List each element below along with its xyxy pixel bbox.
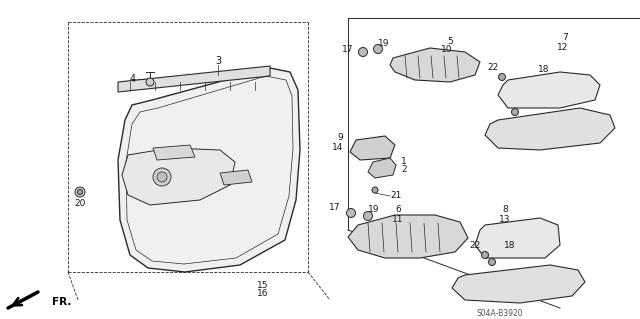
Text: 13: 13: [499, 216, 511, 225]
Polygon shape: [118, 66, 270, 92]
Text: 3: 3: [215, 56, 221, 66]
Text: 14: 14: [332, 143, 343, 152]
Text: 11: 11: [392, 216, 404, 225]
Circle shape: [372, 187, 378, 193]
Text: 20: 20: [74, 198, 86, 207]
Circle shape: [488, 258, 495, 265]
Polygon shape: [118, 68, 300, 272]
Text: 6: 6: [395, 205, 401, 214]
Polygon shape: [350, 136, 395, 160]
Text: 16: 16: [257, 288, 269, 298]
Circle shape: [358, 48, 367, 56]
Text: 12: 12: [557, 42, 569, 51]
Text: 15: 15: [257, 280, 269, 290]
Polygon shape: [220, 170, 252, 185]
Circle shape: [157, 172, 167, 182]
Circle shape: [481, 251, 488, 258]
Circle shape: [75, 187, 85, 197]
Circle shape: [374, 44, 383, 54]
Text: 17: 17: [328, 204, 340, 212]
Text: 22: 22: [488, 63, 499, 72]
Circle shape: [146, 78, 154, 86]
Text: 17: 17: [342, 44, 353, 54]
Circle shape: [77, 189, 83, 195]
Text: 19: 19: [368, 205, 380, 214]
Polygon shape: [485, 108, 615, 150]
Text: 18: 18: [538, 65, 550, 75]
Circle shape: [511, 108, 518, 115]
Polygon shape: [498, 72, 600, 108]
Text: 21: 21: [390, 191, 402, 201]
Text: 4: 4: [130, 74, 136, 84]
Text: 8: 8: [502, 205, 508, 214]
Circle shape: [364, 211, 372, 220]
Text: 5: 5: [447, 38, 453, 47]
Text: 1: 1: [401, 157, 407, 166]
Polygon shape: [452, 265, 585, 303]
Text: S04A-B3920: S04A-B3920: [477, 308, 524, 317]
Text: 22: 22: [469, 241, 481, 249]
Text: 18: 18: [504, 241, 516, 249]
Text: 7: 7: [562, 33, 568, 42]
Circle shape: [153, 168, 171, 186]
Text: FR.: FR.: [52, 297, 72, 307]
Text: 2: 2: [401, 166, 407, 174]
Polygon shape: [475, 218, 560, 258]
Polygon shape: [368, 158, 396, 178]
Polygon shape: [122, 148, 235, 205]
Polygon shape: [348, 215, 468, 258]
Text: 19: 19: [378, 40, 390, 48]
Polygon shape: [153, 145, 195, 160]
Circle shape: [346, 209, 355, 218]
Circle shape: [499, 73, 506, 80]
Text: 9: 9: [337, 132, 343, 142]
Polygon shape: [390, 48, 480, 82]
Text: 10: 10: [441, 46, 452, 55]
